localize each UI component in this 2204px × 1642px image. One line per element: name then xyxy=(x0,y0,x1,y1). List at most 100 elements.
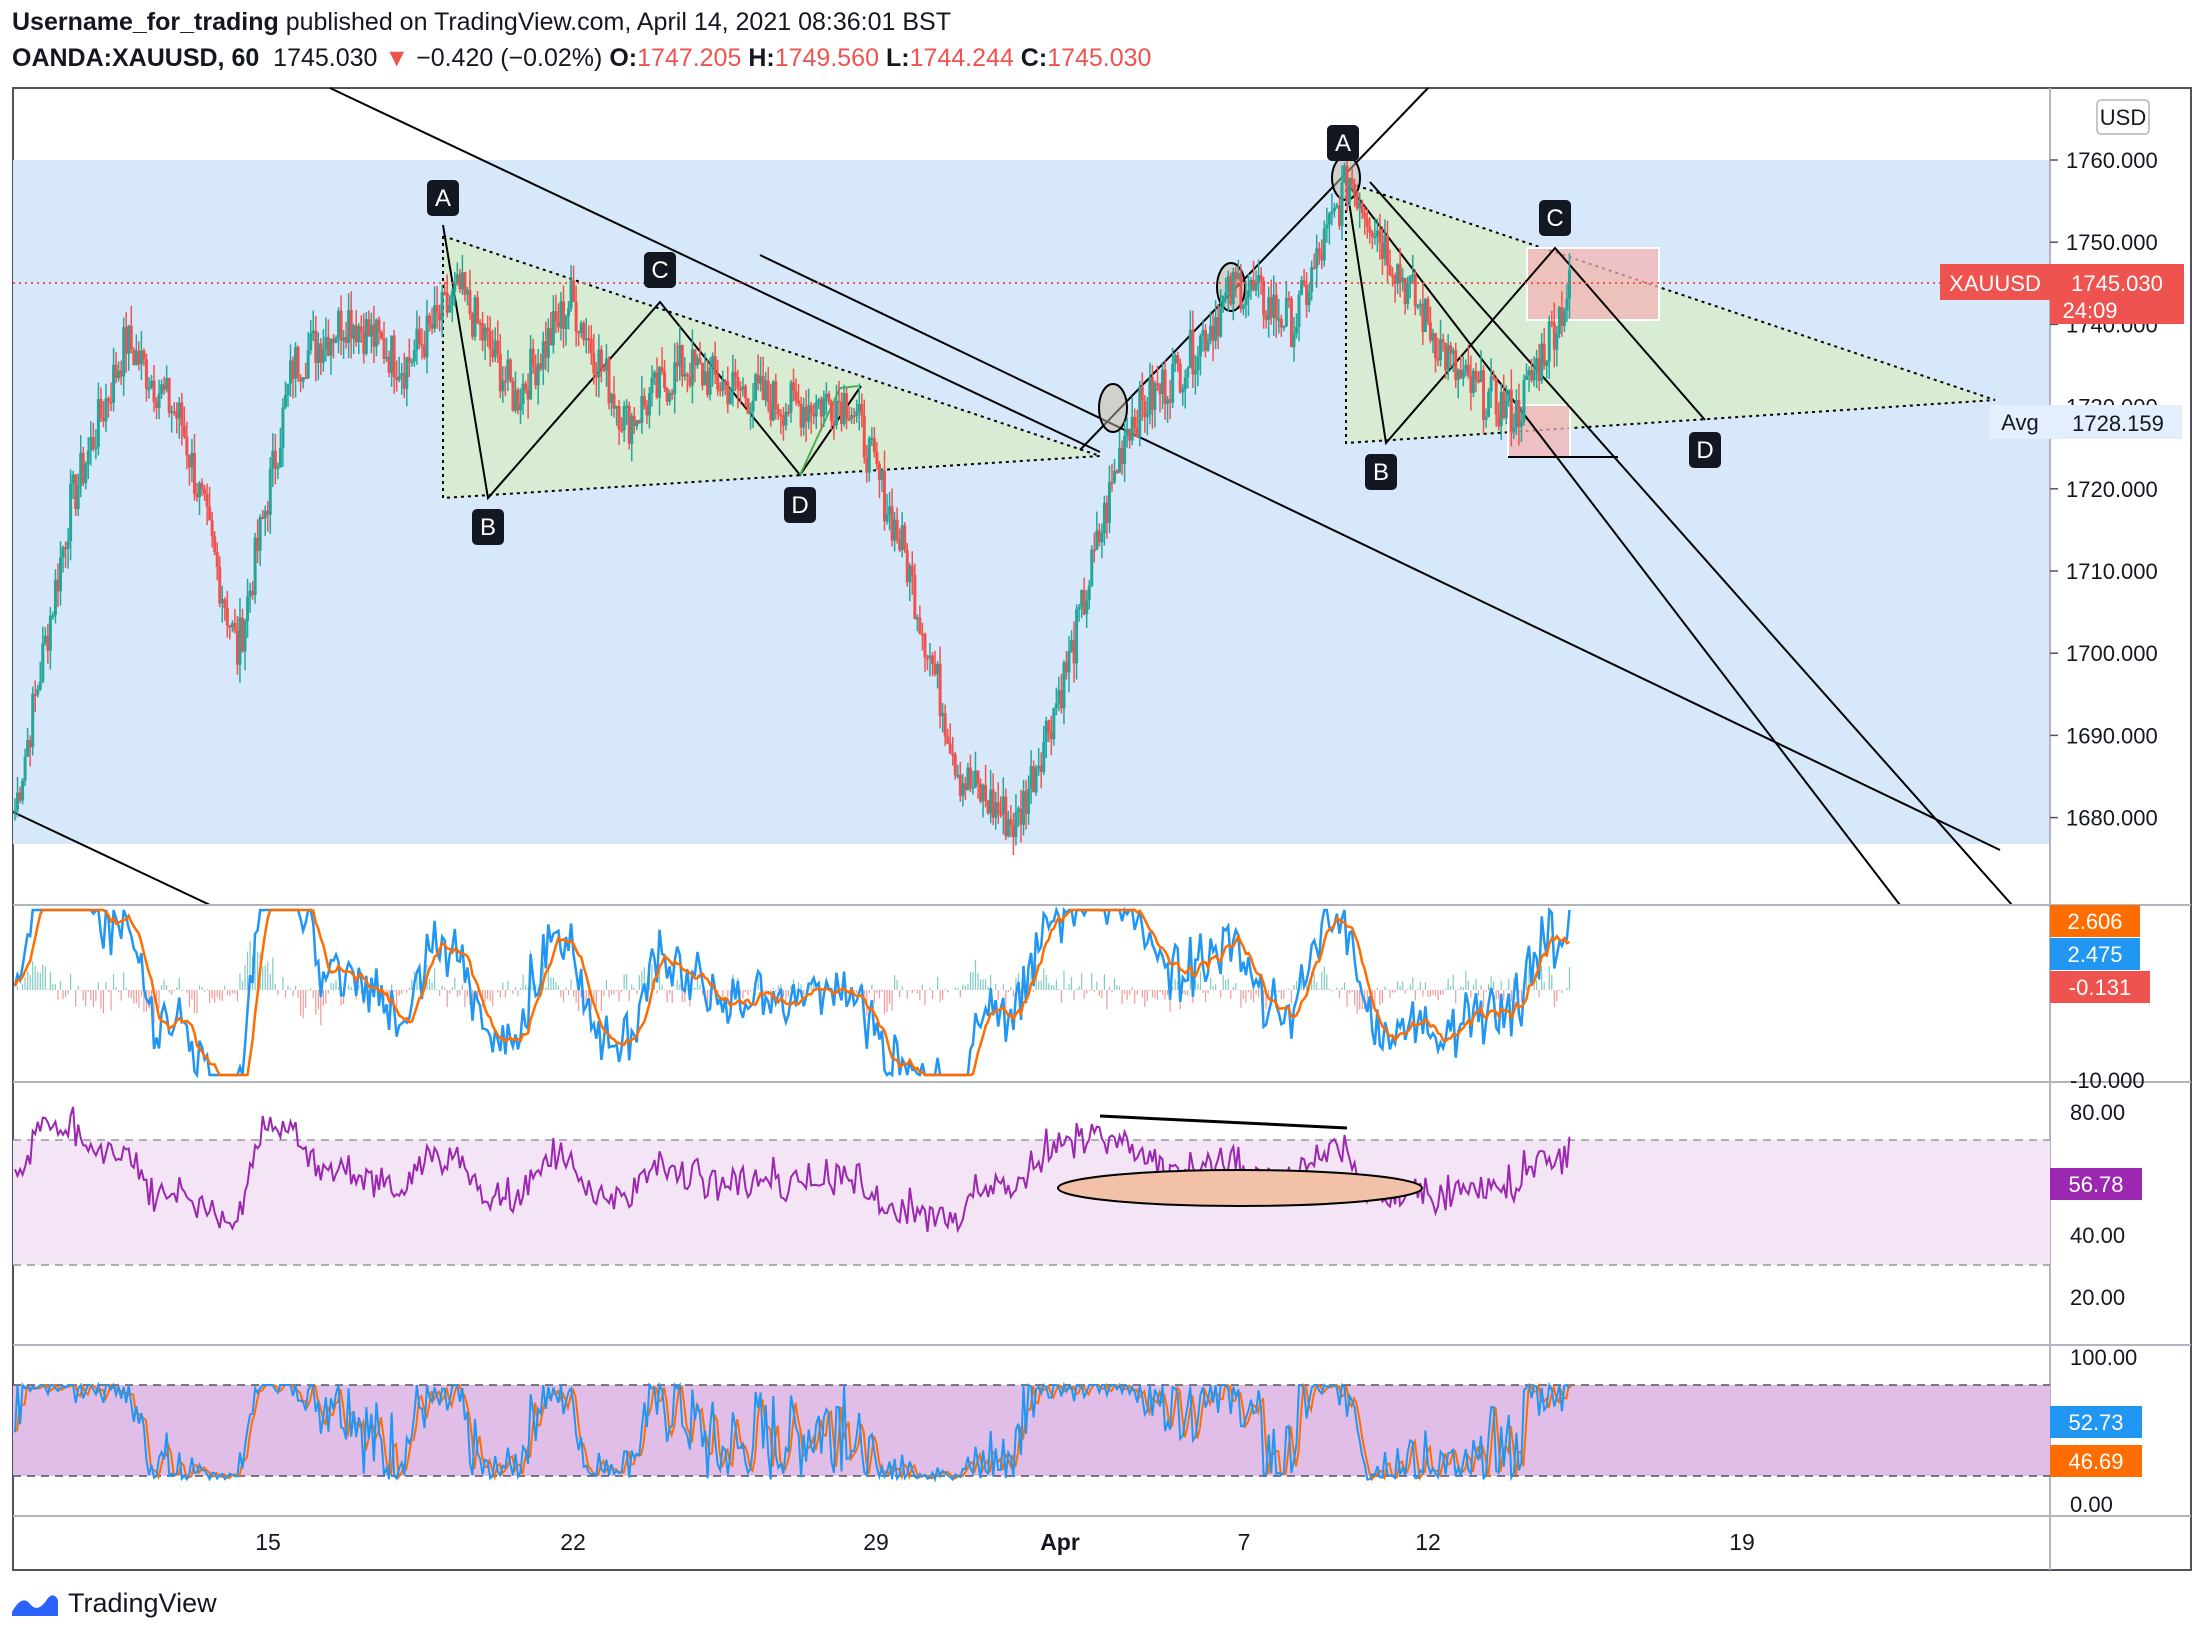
candle-body xyxy=(1471,370,1475,394)
candle-body xyxy=(1209,325,1213,341)
candle-body xyxy=(865,457,869,473)
candle-body xyxy=(615,406,619,409)
candle-body xyxy=(860,404,864,416)
time-axis-labels[interactable]: 15 22 29 Apr 7 12 19 xyxy=(255,1529,1755,1555)
candle-body xyxy=(498,353,502,392)
trendline-1[interactable] xyxy=(329,87,1101,453)
candle-body xyxy=(774,381,778,410)
candle-body xyxy=(519,404,523,411)
candle-body xyxy=(397,376,401,381)
candle-body xyxy=(276,467,280,470)
candle-body xyxy=(132,349,136,366)
candle-body xyxy=(1097,530,1101,543)
oscillator-tick-label: 0.00 xyxy=(2070,1492,2113,1517)
candle-body xyxy=(1171,363,1175,403)
candle-body xyxy=(754,374,758,401)
candle-body xyxy=(1327,213,1331,225)
trendline-6[interactable] xyxy=(1369,181,2013,906)
candle-body xyxy=(1107,481,1111,524)
candle-body xyxy=(743,386,747,399)
candle-body xyxy=(1284,297,1288,327)
candle-body xyxy=(1373,236,1377,239)
candle-body xyxy=(991,789,995,818)
candle-body xyxy=(594,373,598,378)
candle-body xyxy=(1444,342,1448,371)
candle-body xyxy=(104,398,108,422)
candle-body xyxy=(769,402,773,421)
candle-body xyxy=(1029,766,1033,789)
candle-body xyxy=(1037,765,1041,769)
candle-body xyxy=(579,322,583,334)
stoch-k-tag xyxy=(2050,1406,2142,1438)
candle-body xyxy=(1464,364,1468,372)
candle-body xyxy=(192,452,196,494)
candle-body xyxy=(867,438,871,473)
candle-body xyxy=(48,615,52,651)
trendline-5[interactable] xyxy=(1345,181,1901,906)
candle-body xyxy=(112,364,116,403)
candle-body xyxy=(1451,350,1455,354)
candle-body xyxy=(187,455,191,468)
candle-body xyxy=(531,348,535,367)
candle-body xyxy=(688,376,692,386)
abcd-label-c: C xyxy=(651,257,668,284)
time-tick-label: 22 xyxy=(560,1529,586,1555)
time-tick-label: 29 xyxy=(863,1529,889,1555)
candle-body xyxy=(731,371,735,393)
candle-body xyxy=(1461,371,1465,379)
candle-body xyxy=(162,384,166,390)
candle-body xyxy=(931,655,935,664)
candle-body xyxy=(655,372,659,398)
candle-body xyxy=(448,305,452,313)
candle-body xyxy=(1125,428,1129,437)
time-tick-label: 15 xyxy=(255,1529,281,1555)
trendline-3[interactable] xyxy=(12,811,211,906)
candle-body xyxy=(941,713,945,717)
candle-body xyxy=(1487,391,1491,417)
candle-body xyxy=(235,631,239,665)
candle-body xyxy=(847,418,851,421)
time-tick-label: Apr xyxy=(1040,1529,1080,1555)
candle-body xyxy=(1219,306,1223,337)
candle-body xyxy=(1540,343,1544,381)
candle-body xyxy=(526,389,530,400)
candle-body xyxy=(1254,283,1258,291)
candle-body xyxy=(326,336,330,356)
candle-body xyxy=(61,547,65,558)
candle-body xyxy=(273,450,277,469)
tradingview-brand[interactable]: TradingView xyxy=(10,1588,217,1619)
candle-body xyxy=(81,452,85,484)
candle-body xyxy=(1095,530,1099,550)
stoch-d-value: 46.69 xyxy=(2068,1449,2123,1474)
candle-body xyxy=(306,350,310,378)
candle-body xyxy=(1537,358,1541,381)
candle-body xyxy=(706,371,710,395)
candle-body xyxy=(240,617,244,652)
candle-body xyxy=(958,774,962,797)
candle-body xyxy=(1039,765,1043,773)
candle-body xyxy=(1297,294,1301,327)
candle-body xyxy=(238,617,242,665)
candle-body xyxy=(91,436,95,449)
candle-body xyxy=(1292,333,1296,348)
candle-body xyxy=(493,340,497,358)
candle-body xyxy=(1497,414,1501,427)
close-label: C: xyxy=(1020,44,1048,72)
trendline-2[interactable] xyxy=(759,254,2001,851)
stoch-k-value: 52.73 xyxy=(2068,1410,2123,1435)
author-name[interactable]: Username_for_trading xyxy=(12,8,279,36)
candle-body xyxy=(1320,254,1324,261)
candle-body xyxy=(503,380,507,383)
abcd-label-box xyxy=(1327,125,1359,161)
candle-body xyxy=(64,547,68,550)
candle-body xyxy=(261,517,265,520)
candle-body xyxy=(76,485,80,509)
candle-body xyxy=(1059,689,1063,709)
currency-button[interactable] xyxy=(2096,99,2150,135)
candle-body xyxy=(572,280,576,302)
candle-body xyxy=(1257,275,1261,284)
candle-body xyxy=(524,383,528,390)
price-axis-labels[interactable]: 1760.0001750.0001740.0001730.0001720.000… xyxy=(2050,148,2158,1517)
candle-body xyxy=(1305,284,1309,306)
